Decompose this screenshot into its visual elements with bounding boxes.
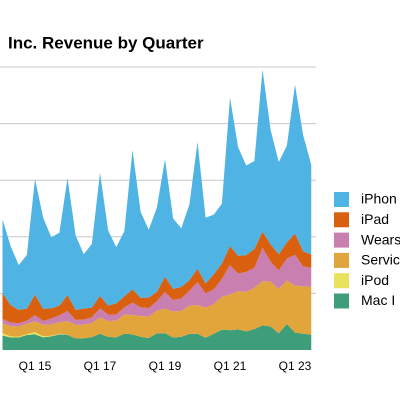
areas xyxy=(2,69,312,350)
legend-label: iPod xyxy=(361,272,389,288)
legend-swatch xyxy=(334,293,349,309)
legend-swatch xyxy=(334,273,349,289)
area xyxy=(2,231,312,324)
legend-swatch xyxy=(334,252,349,268)
area xyxy=(2,247,312,327)
legend-label: Wears xyxy=(361,231,400,247)
legend-swatch xyxy=(334,212,349,228)
legend-label: iPad xyxy=(361,211,389,227)
legend-label: iPhon xyxy=(361,191,397,207)
x-tick-label: Q1 19 xyxy=(149,359,182,373)
area xyxy=(2,332,60,338)
x-tick-label: Q1 15 xyxy=(19,359,52,373)
legend-label: Mac I xyxy=(361,292,395,308)
legend-swatch xyxy=(334,192,349,207)
area xyxy=(2,280,312,339)
legend-swatch xyxy=(334,232,349,248)
x-axis: Q1 15 Q1 17 Q1 19 Q1 21 Q1 23 xyxy=(19,359,312,373)
x-tick-label: Q1 23 xyxy=(279,359,312,373)
x-tick-label: Q1 21 xyxy=(214,359,247,373)
x-tick-label: Q1 17 xyxy=(84,359,117,373)
legend-label: Servic xyxy=(361,252,400,268)
area xyxy=(2,69,312,310)
area xyxy=(2,323,312,350)
chart-title: Inc. Revenue by Quarter xyxy=(8,33,204,52)
legend: iPhon iPad Wears Servic iPod Mac I xyxy=(334,191,400,309)
